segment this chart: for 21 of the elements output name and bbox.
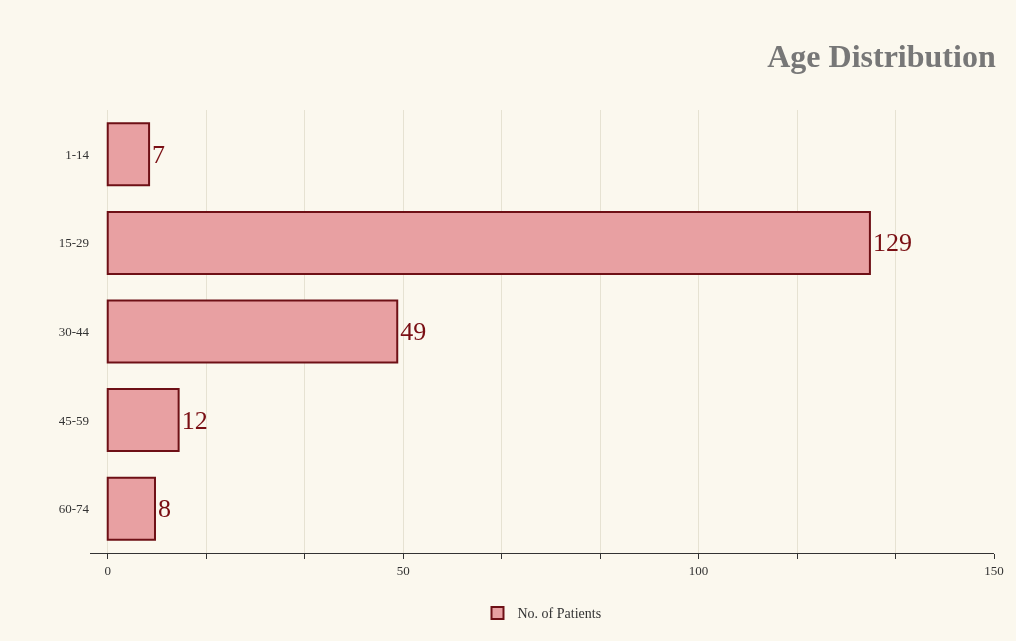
y-tick-label: 45-59 bbox=[58, 412, 89, 428]
x-tick-label: 50 bbox=[396, 562, 410, 578]
y-tick-label: 30-44 bbox=[58, 324, 90, 340]
data-label: 49 bbox=[400, 317, 427, 346]
bar bbox=[106, 299, 399, 364]
legend-label: No. of Patients bbox=[517, 606, 602, 622]
bar bbox=[106, 210, 871, 275]
x-tick-label: 0 bbox=[104, 562, 111, 578]
bar bbox=[106, 122, 151, 187]
y-tick-label: 60-74 bbox=[58, 501, 90, 517]
data-label: 129 bbox=[872, 228, 912, 258]
chart-title: Age Distribution bbox=[767, 38, 996, 75]
data-label: 12 bbox=[181, 405, 208, 435]
bar bbox=[106, 476, 156, 541]
x-tick-label: 150 bbox=[984, 562, 1004, 578]
x-tick-label: 100 bbox=[688, 562, 709, 578]
data-label: 8 bbox=[157, 494, 171, 524]
y-tick-label: 1-14 bbox=[65, 146, 90, 162]
data-label: 7 bbox=[152, 139, 166, 169]
y-tick-label: 15-29 bbox=[58, 235, 89, 251]
bar bbox=[106, 388, 180, 453]
